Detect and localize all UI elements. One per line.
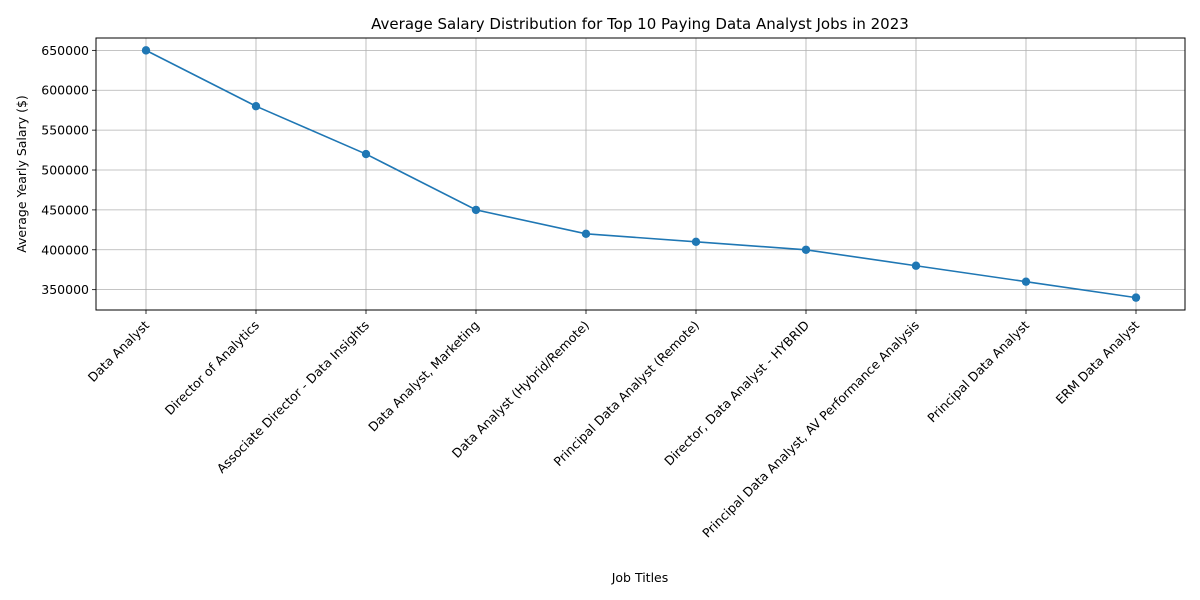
y-tick-label: 400000	[41, 242, 89, 257]
data-point	[1021, 277, 1031, 286]
data-point	[581, 229, 591, 239]
chart-title: Average Salary Distribution for Top 10 P…	[371, 15, 909, 33]
y-tick-label: 600000	[41, 83, 89, 98]
series-line-group	[141, 46, 1141, 302]
y-axis: 350000 400000 450000 500000 550000 600000 6500…	[41, 43, 96, 297]
data-point	[251, 101, 261, 111]
y-axis-label: Average Yearly Salary ($)	[14, 95, 29, 253]
data-point	[691, 237, 701, 247]
data-point	[911, 261, 921, 270]
plot-frame	[95, 37, 1186, 311]
y-tick-label: 450000	[41, 202, 89, 217]
y-tick-label: 650000	[41, 43, 89, 58]
y-tick-label: 500000	[41, 163, 89, 178]
data-point	[1131, 293, 1141, 302]
grid-lines	[96, 38, 1185, 310]
x-axis-label: Job Titles	[611, 570, 669, 585]
data-point	[801, 245, 811, 254]
series-line	[145, 49, 1137, 299]
data-point	[361, 149, 371, 159]
y-tick-label: 550000	[41, 123, 89, 138]
data-point	[141, 46, 151, 55]
data-point	[471, 205, 481, 215]
y-tick-label: 350000	[41, 282, 89, 297]
